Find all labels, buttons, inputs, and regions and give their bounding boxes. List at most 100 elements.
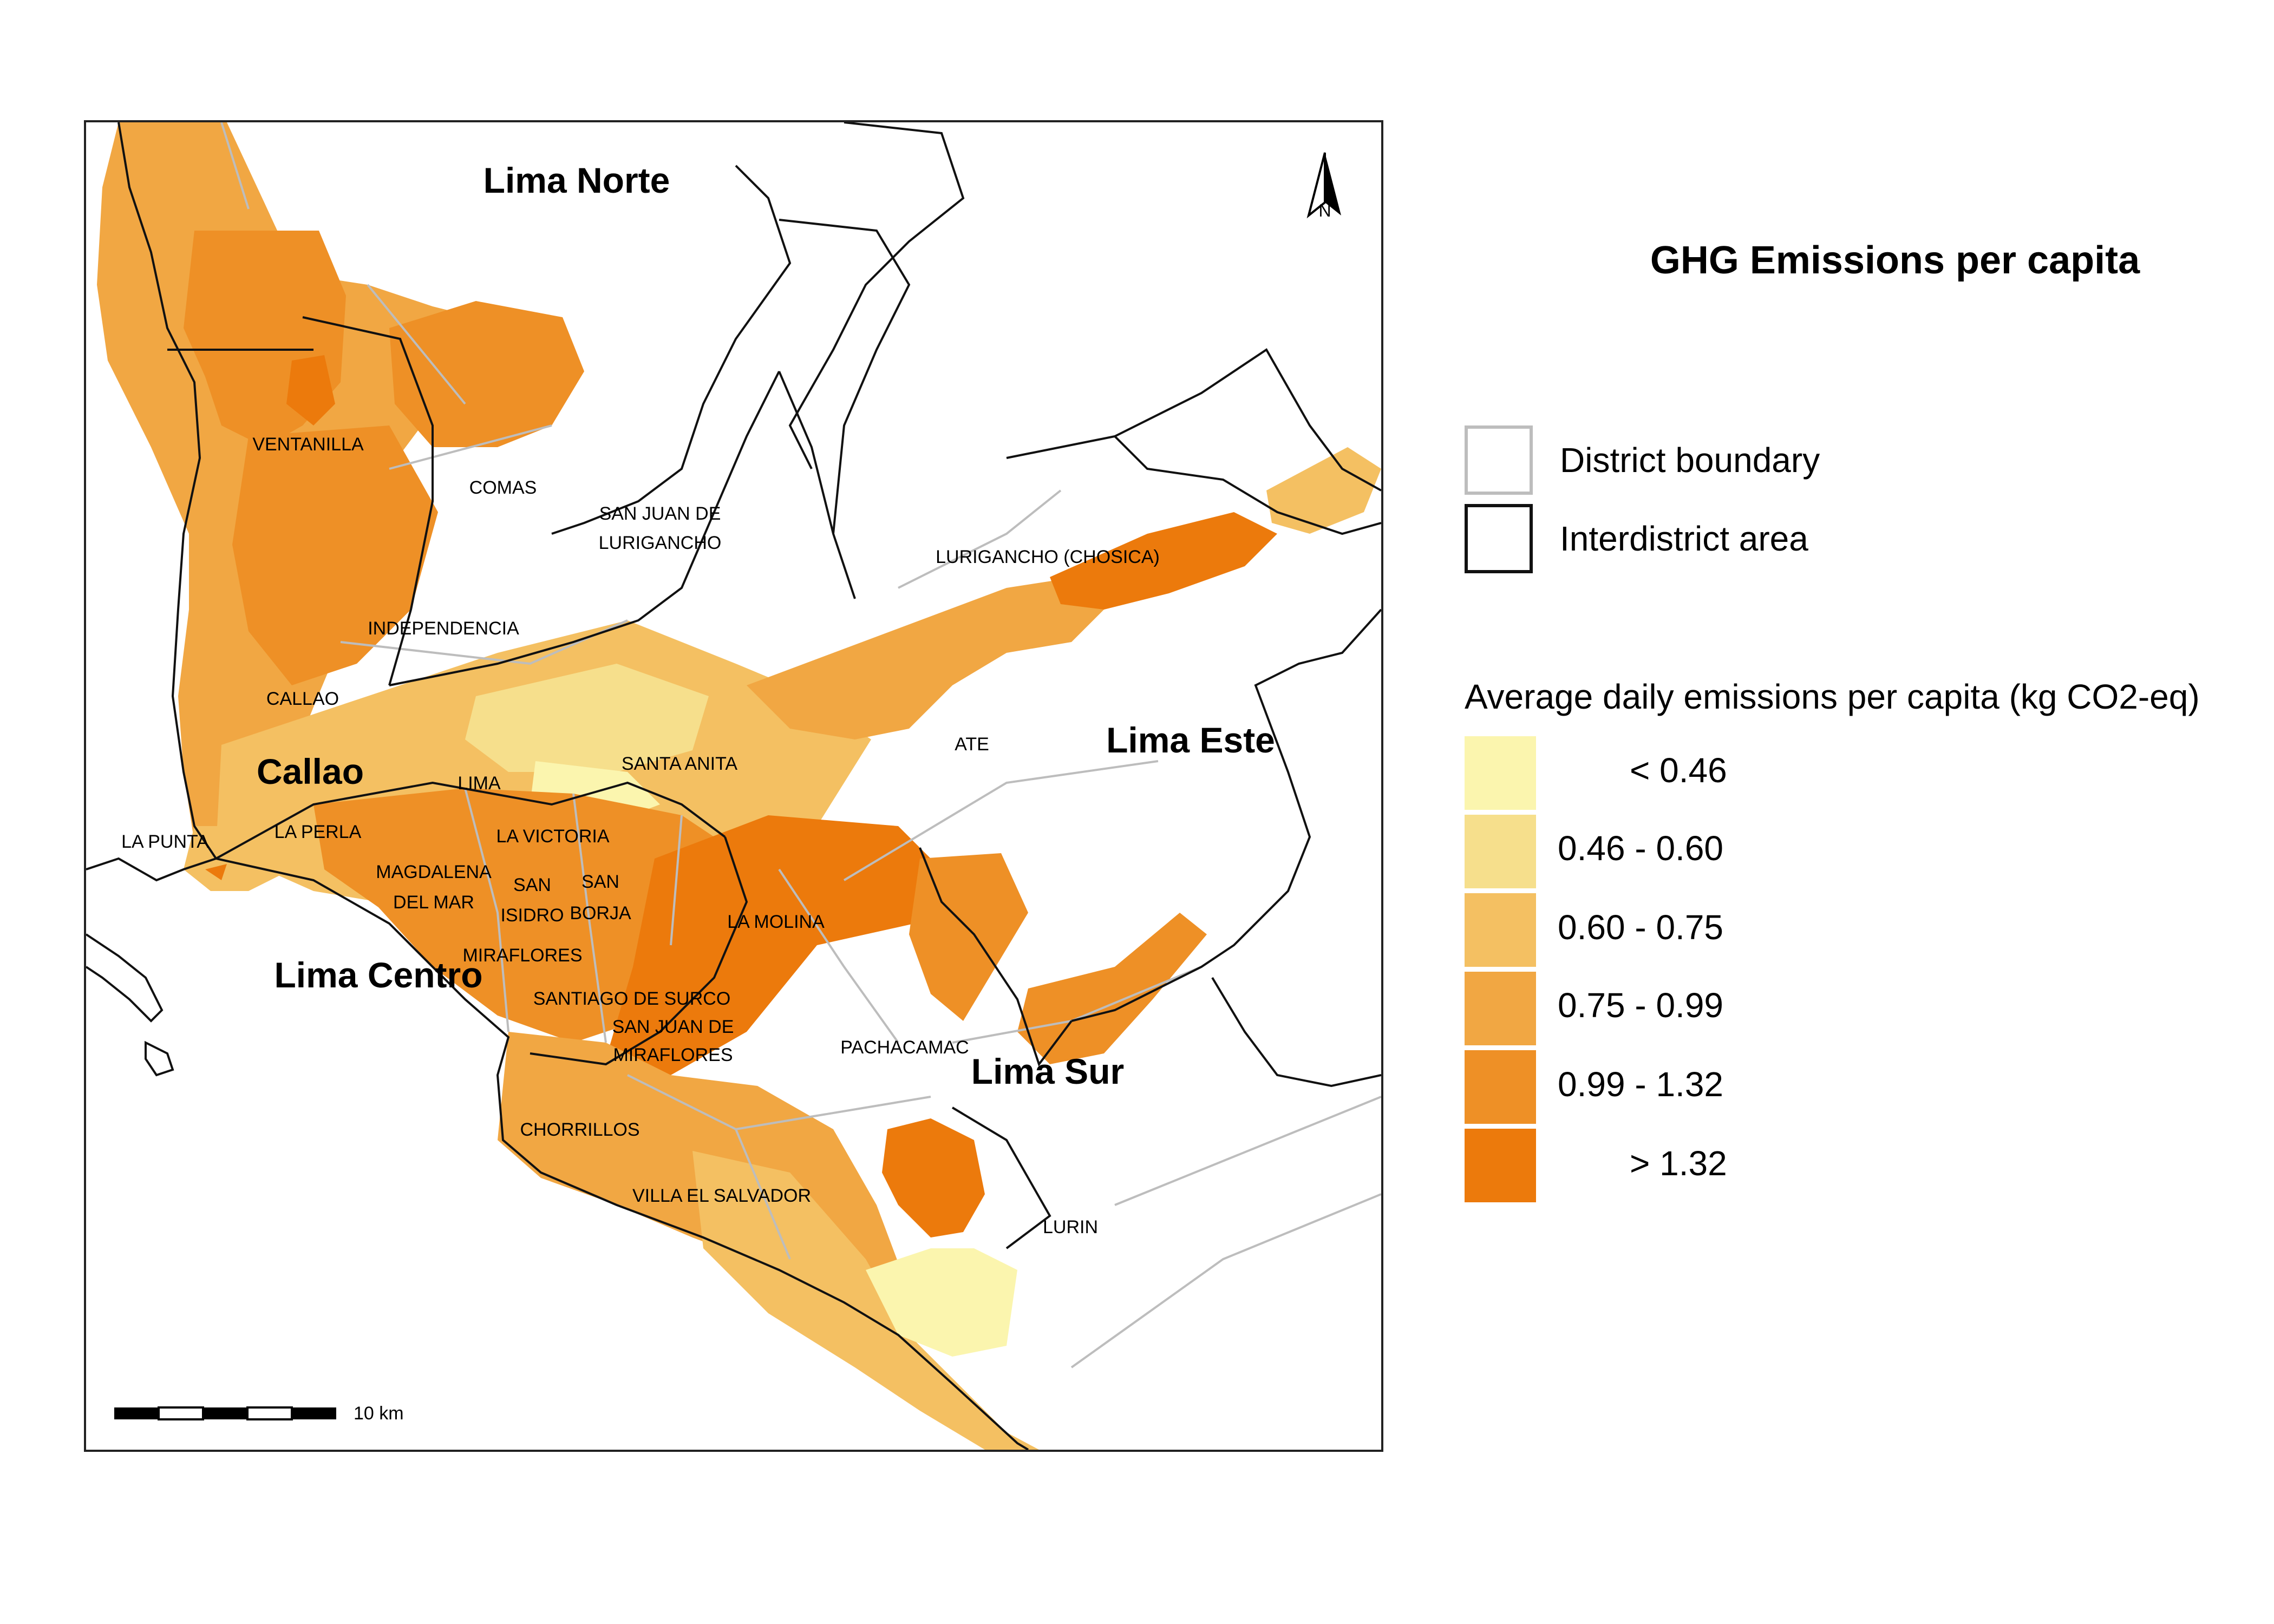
legend-interdistrict-area: Interdistrict area [1465, 504, 1808, 573]
region-label-lima-este: Lima Este [1106, 720, 1275, 760]
district-label-ate: ATE [955, 734, 989, 755]
callao-headland [86, 857, 217, 882]
district-boundary [778, 868, 899, 1044]
scale-bar-segment [203, 1407, 247, 1419]
district-label-san-borja-1: SAN [581, 872, 619, 892]
district-label-san-isidro-2: ISIDRO [500, 905, 564, 926]
district-boundary [464, 788, 509, 1032]
zone-north-core [232, 425, 438, 685]
district-label-la-victoria: LA VICTORIA [496, 826, 609, 847]
legend-title: GHG Emissions per capita [1650, 239, 2140, 282]
zone-ventanilla-hot [286, 355, 335, 425]
north-arrow-label: N [1318, 201, 1331, 220]
bin-label-0: < 0.46 [1630, 751, 1727, 790]
district-label-comas: COMAS [469, 477, 537, 498]
zone-lurigancho-corridor [747, 577, 1115, 739]
district-label-la-molina: LA MOLINA [727, 912, 825, 932]
interdistrict-line [788, 122, 965, 469]
interdistrict-boundaries [86, 122, 1381, 1450]
zone-chosica-light [1266, 447, 1381, 534]
bin-label-5: > 1.32 [1630, 1144, 1727, 1183]
district-boundary [220, 122, 250, 209]
bin-swatch-1 [1465, 815, 1536, 888]
bins-title: Average daily emissions per capita (kg C… [1465, 677, 2200, 716]
district-label-ventanilla: VENTANILLA [252, 434, 364, 455]
district-boundary [367, 284, 466, 405]
interdistrict-line [778, 371, 856, 599]
district-boundary [670, 815, 683, 946]
interdistrict-area-label: Interdistrict area [1560, 519, 1808, 558]
district-boundaries [220, 122, 1381, 1368]
district-boundary [389, 424, 552, 470]
district-boundary [898, 489, 1062, 589]
zone-punta [205, 864, 227, 880]
zone-ate [909, 853, 1028, 1021]
interdistrict-line [951, 1106, 1051, 1249]
region-label-lima-centro: Lima Centro [274, 955, 482, 995]
district-label-independencia: INDEPENDENCIA [368, 618, 519, 639]
emission-zones [97, 122, 1381, 1450]
district-label-surco: SANTIAGO DE SURCO [533, 988, 731, 1009]
bin-swatch-5 [1465, 1129, 1536, 1202]
district-label-miraflores: MIRAFLORES [462, 945, 582, 966]
region-labels: Lima Norte Callao Lima Centro Lima Este … [257, 160, 1275, 1091]
bin-label-4: 0.99 - 1.32 [1558, 1065, 1723, 1104]
district-label-sjl-1: SAN JUAN DE [599, 503, 721, 524]
zone-light [465, 664, 709, 772]
district-label-santa-anita: SANTA ANITA [622, 754, 737, 774]
zone-cieneguilla [1017, 913, 1207, 1064]
region-label-lima-norte: Lima Norte [483, 160, 670, 200]
district-boundary [1114, 1096, 1381, 1206]
district-label-san-borja-2: BORJA [570, 903, 631, 924]
north-arrow: N [1306, 152, 1341, 220]
bin-swatch-0 [1465, 736, 1536, 810]
interdistrict-line [1071, 608, 1381, 1022]
district-label-sjm-1: SAN JUAN DE [612, 1017, 734, 1037]
interdistrict-line [779, 219, 911, 534]
district-label-callao: CALLAO [266, 689, 339, 709]
district-labels: VENTANILLA COMAS SAN JUAN DE LURIGANCHO … [121, 434, 1160, 1237]
bin-label-3: 0.75 - 0.99 [1558, 986, 1723, 1025]
district-label-chosica: LURIGANCHO (CHOSICA) [936, 547, 1160, 567]
interdistrict-area-swatch [1465, 504, 1533, 573]
region-label-lima-sur: Lima Sur [971, 1051, 1124, 1091]
zone-south-lightest [866, 1248, 1017, 1357]
bin-swatch-4 [1465, 1050, 1536, 1124]
island-outline [145, 1040, 174, 1077]
bin-swatch-2 [1465, 893, 1536, 967]
interdistrict-line [1114, 435, 1381, 535]
zone-chosica [1050, 512, 1277, 610]
district-boundary-label: District boundary [1560, 441, 1820, 480]
interdistrict-line [551, 165, 792, 535]
island-outline [86, 933, 164, 1023]
north-arrow-half [1306, 152, 1326, 219]
district-label-san-isidro-1: SAN [513, 875, 551, 895]
interdistrict-line [215, 781, 726, 860]
bin-swatch-3 [1465, 972, 1536, 1045]
scale-bar-segment [114, 1407, 159, 1419]
district-boundary-swatch [1465, 425, 1533, 495]
interdistrict-line [919, 847, 1073, 1067]
zone-south-light [692, 1151, 1039, 1450]
map-frame[interactable]: 10 km N VENTANILLA COMAS SAN JUAN DE LUR… [84, 120, 1383, 1452]
map-canvas[interactable]: 10 km N VENTANILLA COMAS SAN JUAN DE LUR… [86, 122, 1381, 1450]
scale-bar-label: 10 km [354, 1403, 404, 1424]
district-label-villa-el-salvador: VILLA EL SALVADOR [632, 1186, 811, 1206]
district-label-chorrillos: CHORRILLOS [520, 1119, 639, 1140]
district-boundary [843, 760, 1159, 881]
scale-bar-segment [246, 1406, 293, 1420]
interdistrict-line [302, 316, 434, 686]
bin-label-1: 0.46 - 0.60 [1558, 829, 1723, 868]
zone-pachacamac-hot [882, 1118, 985, 1237]
legend-district-boundary: District boundary [1465, 425, 1820, 495]
district-label-lurin: LURIN [1043, 1217, 1098, 1237]
district-label-pachacamac: PACHACAMAC [840, 1037, 969, 1058]
interdistrict-line [389, 371, 780, 686]
interdistrict-line [530, 836, 748, 1066]
district-boundary [1070, 1193, 1381, 1368]
district-label-la-perla: LA PERLA [275, 822, 362, 842]
district-boundary [572, 793, 607, 1043]
scale-bar-segment [158, 1406, 204, 1420]
district-label-magdalena-1: MAGDALENA [376, 862, 492, 882]
scale-bar-segment [292, 1407, 336, 1419]
